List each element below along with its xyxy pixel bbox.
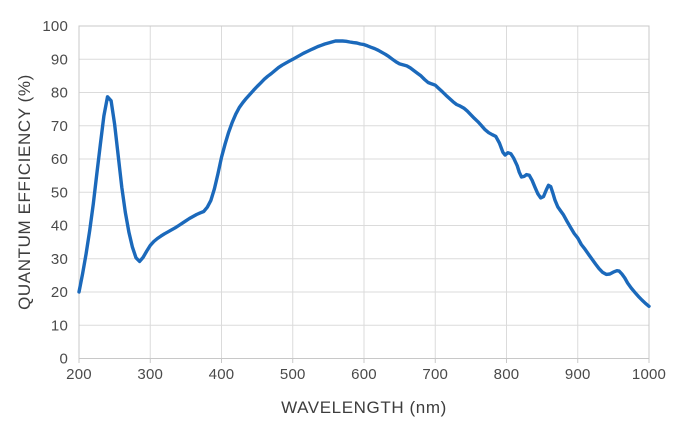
y-tick-label: 20 <box>51 284 68 301</box>
x-tick-label: 700 <box>422 366 448 383</box>
y-tick-label: 40 <box>51 218 68 235</box>
axis-ticks <box>78 358 650 363</box>
gridlines <box>78 25 650 359</box>
x-tick-label: 900 <box>565 366 591 383</box>
x-tick-label: 600 <box>351 366 377 383</box>
x-tick-label: 300 <box>137 366 163 383</box>
x-tick-labels: 200 300 400 500 600 700 800 900 1000 <box>66 366 666 383</box>
y-tick-label: 30 <box>51 251 68 268</box>
y-tick-label: 70 <box>51 118 68 135</box>
qe-curve <box>77 39 651 308</box>
x-tick-label: 200 <box>66 366 92 383</box>
y-tick-label: 50 <box>51 184 68 201</box>
x-tick-label: 500 <box>280 366 306 383</box>
y-tick-label: 90 <box>51 51 68 68</box>
x-tick-label: 800 <box>494 366 520 383</box>
y-tick-label: 10 <box>51 317 68 334</box>
y-tick-label: 60 <box>51 151 68 168</box>
y-tick-labels: 0 10 20 30 40 50 60 70 80 90 100 <box>42 18 68 368</box>
x-tick-label: 400 <box>209 366 235 383</box>
x-axis-title: WAVELENGTH (nm) <box>281 398 447 417</box>
x-tick-label: 1000 <box>632 366 666 383</box>
y-tick-label: 80 <box>51 85 68 102</box>
y-tick-label: 0 <box>59 351 68 368</box>
y-axis-title: QUANTUM EFFICIENCY (%) <box>15 74 34 310</box>
qe-curve-layer <box>77 39 651 308</box>
y-tick-label: 100 <box>42 18 68 35</box>
